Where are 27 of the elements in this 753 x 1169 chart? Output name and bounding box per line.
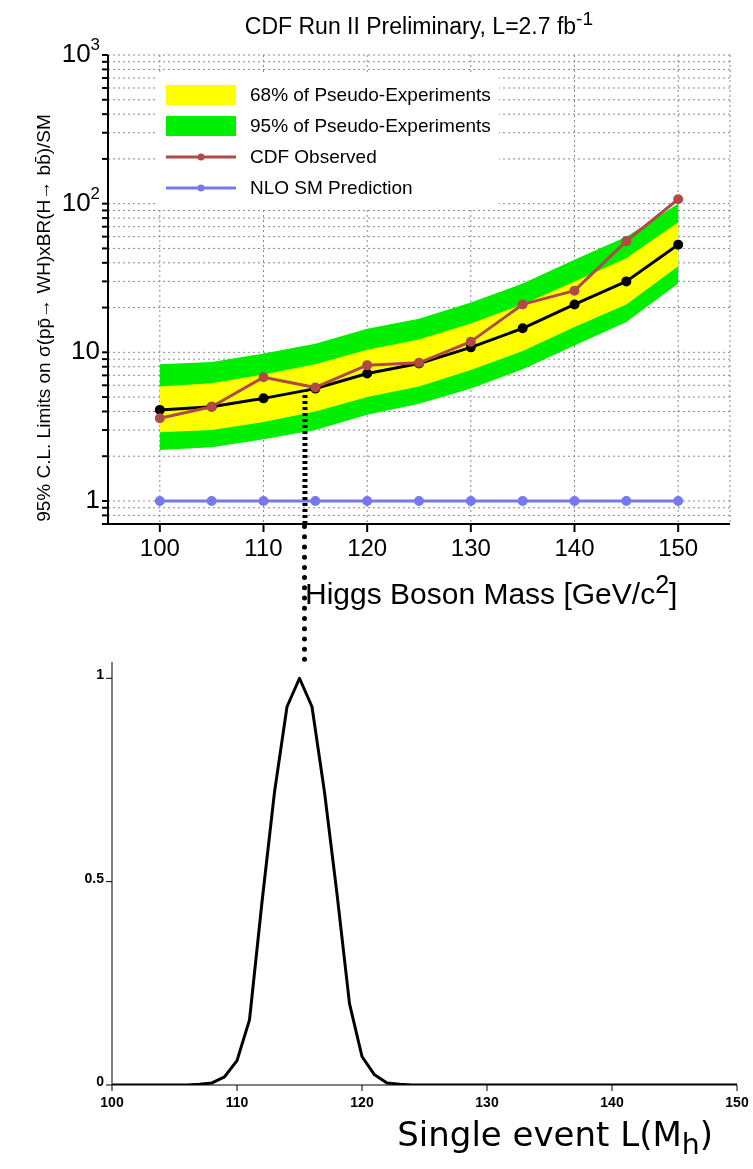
x-tick-label: 100 [100,1093,124,1110]
x-tick-label: 110 [225,1093,249,1110]
y-tick-label: 0.5 [84,869,105,886]
y-tick-label: 10$^{2}$ [61,183,100,217]
chart-title: CDF Run II Preliminary, L=2.7 fb$^{-1}$ [243,8,595,40]
y-tick-label: 1 [85,483,100,514]
legend-label: 95% of Pseudo-Experiments [250,114,491,137]
x-tick-label: 150 [658,534,699,562]
x-tick-label: 100 [139,534,180,562]
y-tick-label: 10 [71,335,100,366]
y-axis-title: 95% C.L. Limits on σ(pp̄→ WH)xBR(H→ bb̄)/SM [33,114,55,522]
y-tick-label: 0 [96,1072,105,1089]
y-tick-label: 10$^{3}$ [61,34,100,68]
x-tick-label: 140 [554,534,595,562]
x-tick-label: 120 [350,1093,374,1110]
legend-label: CDF Observed [250,145,377,168]
x-tick-label: 130 [475,1093,499,1110]
x-tick-label: 120 [347,534,388,562]
legend-label: 68% of Pseudo-Experiments [250,83,491,106]
x-axis-title: Higgs Boson Mass [GeV/c$^{2}$] [305,570,678,611]
y-tick-label: 1 [96,665,105,682]
x-tick-label: 150 [725,1093,749,1110]
x-tick-label: 110 [244,534,283,562]
x-tick-label: 140 [600,1093,624,1110]
x-axis-title: Single event L(M$_{h}$) [397,1114,713,1161]
x-tick-label: 130 [450,534,491,562]
legend-label: NLO SM Prediction [250,176,413,199]
